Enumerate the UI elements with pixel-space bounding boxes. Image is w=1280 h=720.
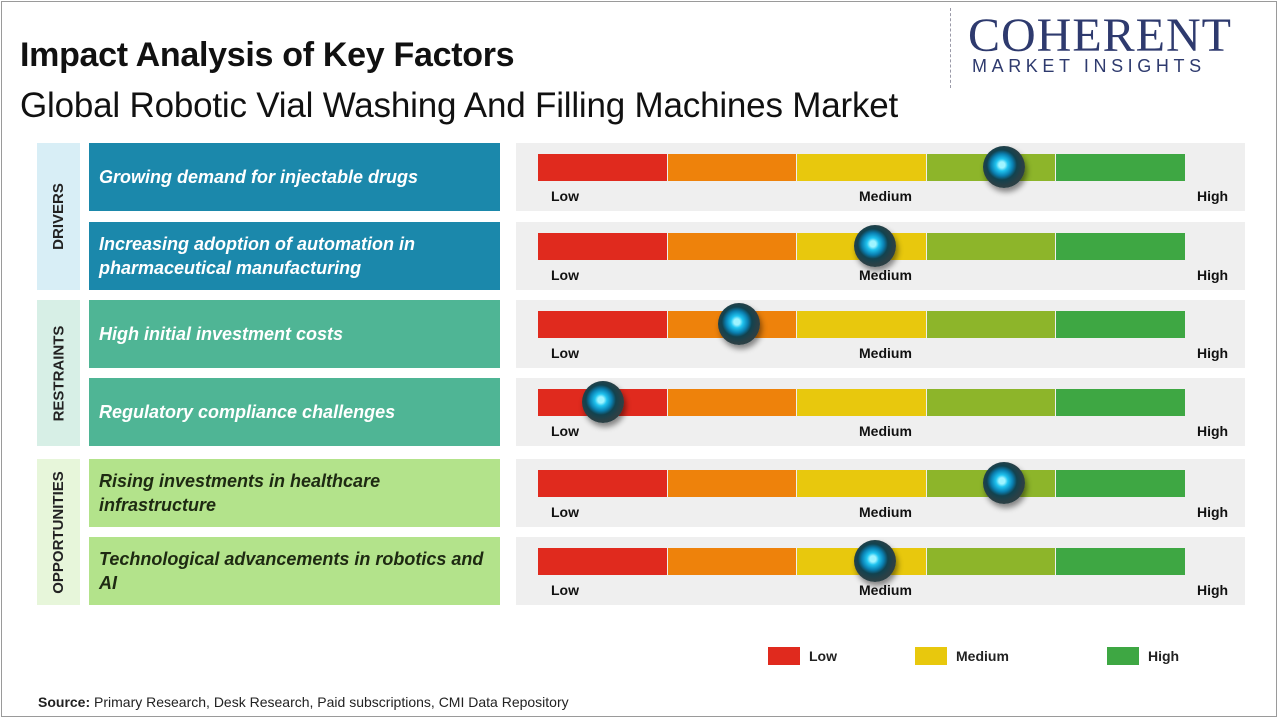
logo-wordmark: COHERENT — [968, 9, 1232, 62]
factor-label: Increasing adoption of automation in pha… — [89, 222, 500, 290]
scale-segment — [538, 311, 667, 338]
tick-label-low: Low — [551, 504, 579, 520]
tick-label-medium: Medium — [859, 267, 912, 283]
impact-bar-panel: Low Medium High — [516, 537, 1245, 605]
tick-label-low: Low — [551, 582, 579, 598]
legend-swatch-high — [1107, 647, 1139, 665]
scale-segment — [926, 233, 1055, 260]
scale-segment — [1056, 470, 1185, 497]
scale-segment — [797, 154, 926, 181]
tick-label-low: Low — [551, 188, 579, 204]
scale-segment — [797, 470, 926, 497]
scale-segment — [926, 389, 1055, 416]
source-text: Primary Research, Desk Research, Paid su… — [90, 694, 569, 710]
source-label: Source: — [38, 694, 91, 710]
page-title: Impact Analysis of Key Factors — [20, 36, 515, 74]
legend-item-high: High — [1107, 647, 1179, 665]
tick-label-high: High — [1197, 582, 1229, 598]
scale-segment — [667, 548, 796, 575]
logo-tagline: MARKET INSIGHTS — [972, 56, 1206, 76]
tick-label-medium: Medium — [859, 188, 912, 204]
tick-label-high: High — [1197, 188, 1229, 204]
impact-bar-panel: Low Medium High — [516, 459, 1245, 527]
category-restraints: RESTRAINTS — [37, 300, 80, 446]
impact-bar-panel: Low Medium High — [516, 378, 1245, 446]
tick-label-medium: Medium — [859, 423, 912, 439]
scale-segment — [667, 389, 796, 416]
legend-item-medium: Medium — [915, 647, 1009, 665]
scale-segment — [538, 233, 667, 260]
legend-swatch-medium — [915, 647, 947, 665]
scale-segment — [1056, 548, 1185, 575]
factor-label: Rising investments in healthcare infrast… — [89, 459, 500, 527]
scale-segment — [538, 470, 667, 497]
impact-bar-panel: Low Medium High — [516, 300, 1245, 368]
impact-marker — [983, 462, 1026, 504]
scale-segment — [538, 548, 667, 575]
impact-marker — [717, 303, 760, 345]
category-label: DRIVERS — [50, 183, 67, 250]
scale-segment — [667, 470, 796, 497]
tick-label-high: High — [1197, 423, 1229, 439]
tick-label-low: Low — [551, 267, 579, 283]
impact-marker — [853, 225, 896, 267]
category-label: RESTRAINTS — [50, 325, 67, 421]
scale-segment — [1056, 389, 1185, 416]
scale-segment — [1056, 154, 1185, 181]
category-drivers: DRIVERS — [37, 143, 80, 290]
legend-item-low: Low — [768, 647, 837, 665]
tick-label-medium: Medium — [859, 504, 912, 520]
category-label: OPPORTUNITIES — [50, 470, 68, 594]
category-opportunities: OPPORTUNITIES — [37, 459, 80, 605]
legend-swatch-low — [768, 647, 800, 665]
legend-label-low: Low — [809, 648, 837, 664]
scale-segment — [667, 154, 796, 181]
legend-label-high: High — [1148, 648, 1180, 664]
scale-segment — [926, 311, 1055, 338]
scale-segment — [1056, 311, 1185, 338]
factor-label: High initial investment costs — [89, 300, 500, 368]
tick-label-low: Low — [551, 345, 579, 361]
scale-segment — [1056, 233, 1185, 260]
factor-label: Growing demand for injectable drugs — [89, 143, 500, 211]
tick-label-low: Low — [551, 423, 579, 439]
scale-segment — [926, 548, 1055, 575]
legend-label-medium: Medium — [956, 648, 1009, 664]
scale-segment — [667, 233, 796, 260]
tick-label-medium: Medium — [859, 582, 912, 598]
source-note: Source: Primary Research, Desk Research,… — [38, 694, 569, 710]
scale-segment — [797, 389, 926, 416]
company-logo: COHERENT — [968, 8, 1232, 63]
page-subtitle: Global Robotic Vial Washing And Filling … — [20, 86, 899, 125]
impact-marker — [853, 540, 896, 582]
impact-bar-panel: Low Medium High — [516, 222, 1245, 290]
tick-label-high: High — [1197, 267, 1229, 283]
impact-marker — [983, 146, 1026, 188]
tick-label-high: High — [1197, 504, 1229, 520]
tick-label-high: High — [1197, 345, 1229, 361]
impact-bar-panel: Low Medium High — [516, 143, 1245, 211]
impact-marker — [581, 381, 624, 423]
tick-label-medium: Medium — [859, 345, 912, 361]
factor-label: Technological advancements in robotics a… — [89, 537, 500, 605]
factor-label: Regulatory compliance challenges — [89, 378, 500, 446]
scale-segment — [797, 311, 926, 338]
logo-divider — [950, 8, 951, 88]
scale-segment — [538, 154, 667, 181]
